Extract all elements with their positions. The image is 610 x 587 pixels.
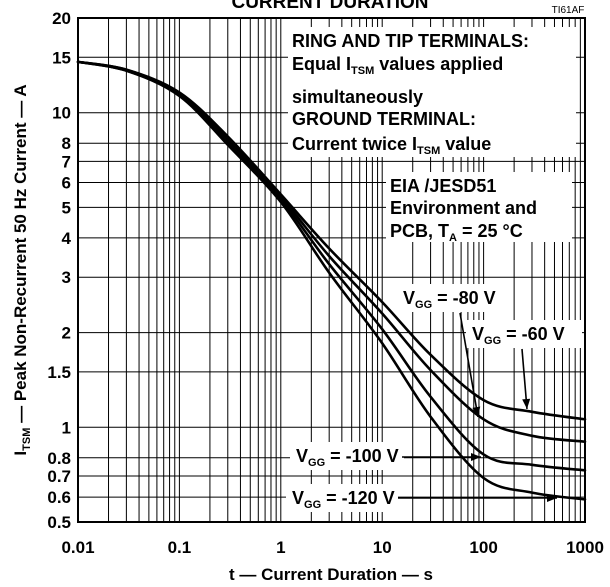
- x-tick-label: 0.1: [168, 538, 192, 557]
- notes-background: [288, 27, 576, 157]
- note-line-4: GROUND TERMINAL:: [292, 109, 476, 129]
- x-tick-labels: 0.01 0.1 1 10 100 1000: [61, 538, 603, 557]
- series-label-vgg-80: VGG = -80 V: [403, 288, 496, 311]
- label-arrows: [398, 312, 557, 502]
- arrow-vgg-80: [459, 312, 481, 418]
- series-label-vgg-60-main: V: [472, 324, 484, 344]
- note-line-3: simultaneously: [292, 87, 423, 107]
- note-line-1: RING AND TIP TERMINALS:: [292, 31, 529, 51]
- y-tick-label: 5: [62, 198, 71, 217]
- y-tick-label: 3: [62, 268, 71, 287]
- note-line-2-b: values applied: [374, 54, 503, 74]
- y-axis-title-rest: — Peak Non-Recurrent 50 Hz Current — A: [11, 84, 30, 427]
- series-label-vgg-60: VGG = -60 V: [472, 324, 565, 347]
- chart-title: CURRENT DURATION: [231, 0, 428, 13]
- series-label-vgg-120-sub: GG: [304, 499, 321, 511]
- annotation-backgrounds: [286, 27, 582, 512]
- notes: RING AND TIP TERMINALS: Equal ITSM value…: [292, 31, 529, 157]
- y-axis-title-main: I: [11, 451, 30, 456]
- series-label-vgg-100-sub: GG: [308, 457, 325, 469]
- figure-code: TI61AF: [552, 5, 585, 16]
- note-line-2-a: Equal I: [292, 54, 351, 74]
- condition-line-1: EIA /JESD51: [390, 176, 496, 196]
- condition-line-3: PCB, TA = 25 °C: [390, 221, 523, 244]
- y-tick-label: 6: [62, 173, 71, 192]
- condition-line-3-a: PCB, T: [390, 221, 449, 241]
- y-tick-label: 4: [62, 229, 72, 248]
- label-background-vgg-120: [286, 484, 398, 512]
- y-axis-title: ITSM — Peak Non-Recurrent 50 Hz Current …: [11, 84, 33, 455]
- note-line-2-sub: TSM: [351, 65, 374, 77]
- curves: [76, 60, 587, 501]
- y-tick-label: 1.5: [47, 363, 71, 382]
- y-axis-title-sub: TSM: [21, 428, 33, 451]
- y-tick-label: 0.8: [47, 449, 71, 468]
- y-tick-label: 0.5: [47, 513, 71, 532]
- label-background-vgg-80: [398, 284, 508, 312]
- label-background-vgg-60: [466, 320, 582, 348]
- note-line-5-sub: TSM: [417, 145, 440, 157]
- note-line-2: Equal ITSM values applied: [292, 54, 503, 77]
- y-tick-label: 7: [62, 152, 71, 171]
- series-label-vgg-120-main: V: [292, 488, 304, 508]
- y-tick-label: 1: [62, 418, 71, 437]
- label-background-vgg-100: [290, 442, 404, 470]
- x-tick-label: 0.01: [61, 538, 94, 557]
- y-tick-label: 0.7: [47, 467, 71, 486]
- x-tick-label: 1: [276, 538, 285, 557]
- series-label-vgg-120: VGG = -120 V: [292, 488, 395, 511]
- series-label-vgg-120-rest: = -120 V: [321, 488, 395, 508]
- note-line-5: Current twice ITSM value: [292, 134, 491, 157]
- series-label-vgg-100-main: V: [296, 446, 308, 466]
- conditions: EIA /JESD51 Environment and PCB, TA = 25…: [390, 176, 537, 244]
- condition-line-3-b: = 25 °C: [457, 221, 523, 241]
- y-tick-label: 10: [52, 104, 71, 123]
- arrow-vgg-60: [521, 348, 531, 410]
- condition-line-2: Environment and: [390, 198, 537, 218]
- y-tick-label: 20: [52, 9, 71, 28]
- x-axis-title: t — Current Duration — s: [229, 565, 433, 584]
- x-tick-label: 100: [469, 538, 497, 557]
- y-tick-label: 0.6: [47, 488, 71, 507]
- series-label-vgg-60-sub: GG: [484, 335, 501, 347]
- curve-vgg-120: [76, 60, 587, 501]
- conditions-background: [386, 172, 572, 242]
- note-line-5-b: value: [440, 134, 491, 154]
- series-label-vgg-80-main: V: [403, 288, 415, 308]
- y-tick-labels: 20 15 10 87 6 5 4 3 2 1.5 1 0.80.7 0.6 0.5: [47, 9, 71, 532]
- x-tick-label: 1000: [566, 538, 604, 557]
- y-tick-label: 2: [62, 324, 71, 343]
- y-tick-label: 15: [52, 48, 71, 67]
- plot-area: [77, 17, 586, 523]
- series-label-vgg-80-rest: = -80 V: [432, 288, 496, 308]
- y-tick-label: 8: [62, 134, 71, 153]
- series-label-vgg-80-sub: GG: [415, 299, 432, 311]
- note-line-5-a: Current twice I: [292, 134, 417, 154]
- condition-line-3-sub: A: [449, 232, 457, 244]
- series-label-vgg-100-rest: = -100 V: [325, 446, 399, 466]
- series-label-vgg-100: VGG = -100 V: [296, 446, 399, 469]
- series-label-vgg-60-rest: = -60 V: [501, 324, 565, 344]
- x-tick-label: 10: [373, 538, 392, 557]
